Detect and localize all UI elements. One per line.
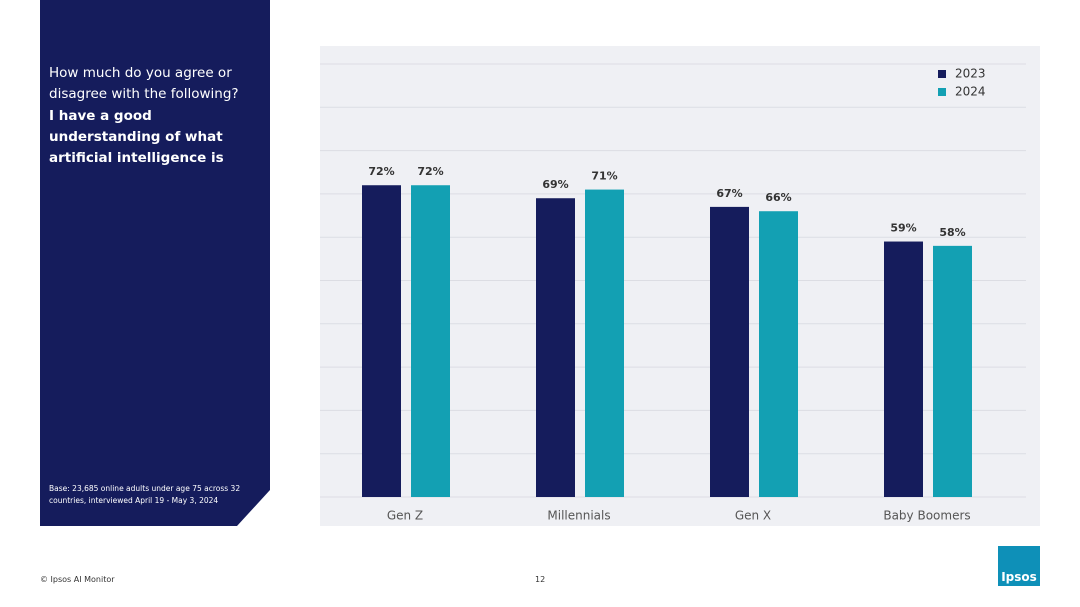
value-label: 59% — [890, 222, 916, 235]
bar — [411, 185, 450, 498]
value-label: 71% — [591, 170, 617, 183]
x-tick-label: Gen X — [735, 509, 771, 523]
statement: I have a good understanding of what arti… — [49, 108, 224, 166]
bar — [710, 206, 749, 497]
legend-swatch — [938, 70, 946, 78]
logo: Ipsos — [998, 546, 1040, 586]
legend-label: 2023 — [955, 67, 986, 81]
x-tick-label: Gen Z — [387, 509, 423, 523]
page-number: 12 — [535, 575, 546, 584]
legend-swatch — [938, 88, 946, 96]
value-label: 72% — [368, 165, 394, 178]
x-tick-label: Millennials — [547, 509, 610, 523]
x-tick-label: Baby Boomers — [883, 509, 970, 523]
side-panel — [40, 0, 270, 526]
question: How much do you agree or disagree with t… — [49, 65, 239, 102]
value-label: 72% — [417, 165, 443, 178]
bar — [585, 189, 624, 497]
bar — [536, 198, 575, 498]
value-label: 67% — [716, 187, 742, 200]
bar — [933, 245, 972, 497]
value-label: 66% — [765, 191, 791, 204]
bar — [362, 185, 401, 498]
value-label: 69% — [542, 178, 568, 191]
footer: © Ipsos AI Monitor — [40, 575, 115, 584]
bar — [759, 211, 798, 497]
legend-label: 2024 — [955, 85, 986, 99]
value-label: 58% — [939, 226, 965, 239]
base-note: Base: 23,685 online adults under age 75 … — [49, 484, 241, 505]
bar — [884, 241, 923, 497]
